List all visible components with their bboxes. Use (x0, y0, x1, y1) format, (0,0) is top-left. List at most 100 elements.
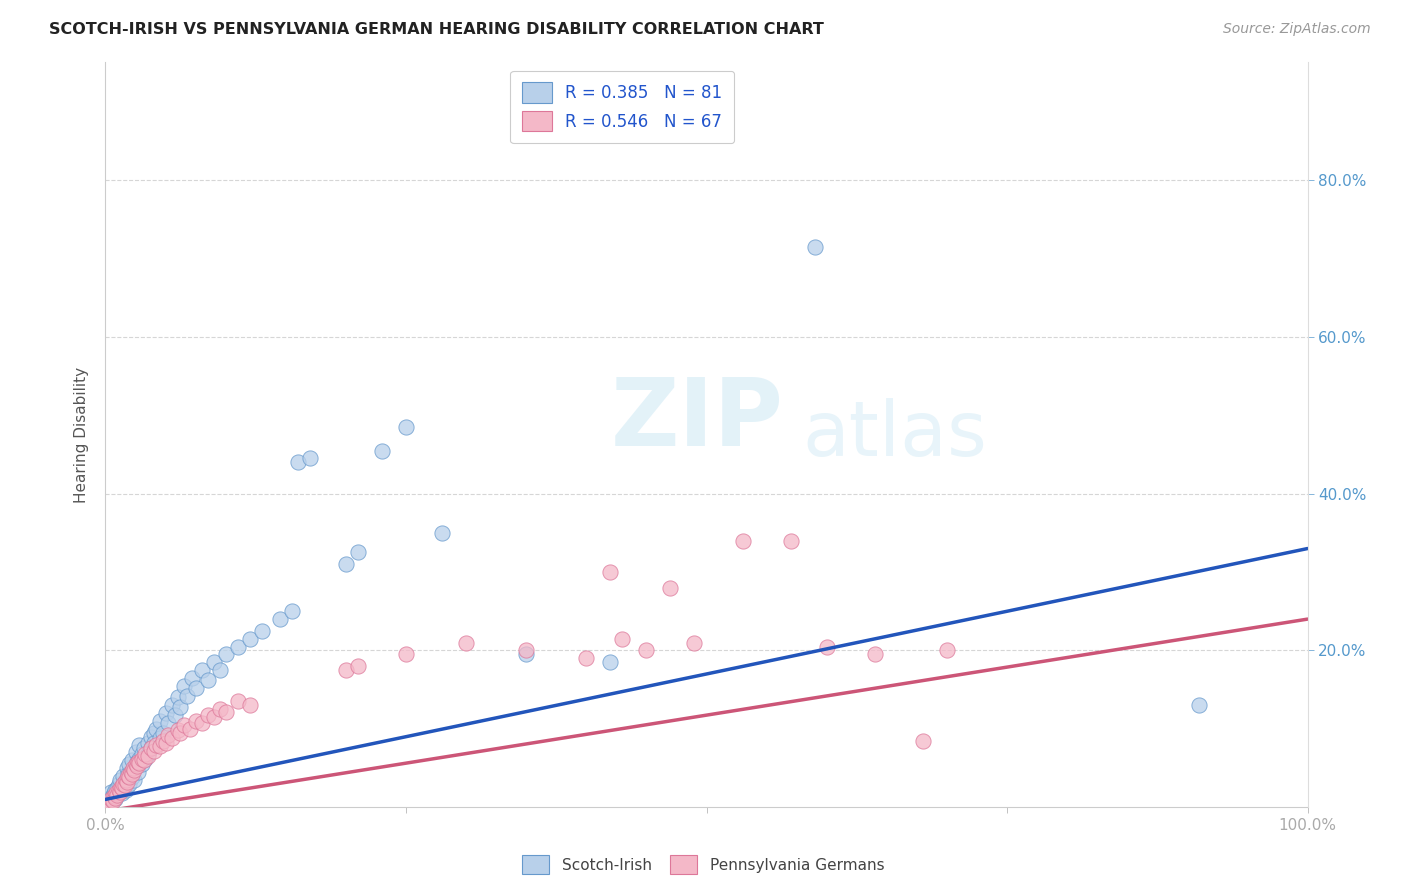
Point (124, 757, 146, 772)
Point (107, 780, 129, 795)
Point (112, 777, 135, 791)
Point (105, 786, 128, 800)
Point (181, 671, 204, 685)
Point (110, 780, 132, 794)
Point (111, 781, 134, 796)
Point (127, 755, 149, 769)
Point (134, 747, 156, 761)
Point (139, 741, 162, 756)
Point (636, 643, 658, 657)
Point (125, 755, 148, 769)
Point (166, 723, 188, 738)
Point (115, 772, 138, 787)
Point (100, 790, 122, 805)
Point (176, 689, 198, 703)
Point (166, 690, 188, 705)
Point (347, 659, 370, 673)
Point (911, 733, 934, 747)
Point (142, 744, 165, 758)
Point (128, 756, 150, 771)
Point (190, 663, 212, 677)
Point (97, 797, 120, 811)
Point (863, 648, 886, 662)
Point (599, 655, 621, 669)
Point (173, 718, 195, 732)
Point (97, 798, 120, 813)
Point (142, 726, 165, 740)
Point (115, 775, 138, 789)
Point (599, 565, 621, 579)
Point (112, 778, 135, 792)
Point (115, 761, 138, 775)
Point (190, 715, 212, 730)
Point (160, 731, 183, 746)
Point (108, 772, 131, 787)
Point (142, 736, 165, 750)
Point (104, 783, 127, 797)
Point (148, 739, 170, 753)
Point (169, 699, 191, 714)
Point (269, 612, 291, 626)
Point (100, 792, 122, 806)
Point (118, 771, 141, 785)
Point (145, 738, 167, 752)
Point (108, 784, 131, 798)
Point (139, 741, 162, 756)
Point (173, 679, 195, 693)
Point (124, 759, 146, 773)
Point (107, 788, 129, 802)
Point (132, 741, 155, 756)
Text: Source: ZipAtlas.com: Source: ZipAtlas.com (1223, 22, 1371, 37)
Point (145, 722, 167, 736)
Point (101, 789, 124, 803)
Point (515, 643, 537, 657)
Point (226, 640, 249, 654)
Point (107, 783, 129, 797)
Y-axis label: Hearing Disability: Hearing Disability (75, 367, 90, 503)
Point (121, 771, 143, 785)
Point (122, 761, 145, 775)
Point (250, 624, 273, 638)
Legend: R = 0.385   N = 81, R = 0.546   N = 67: R = 0.385 N = 81, R = 0.546 N = 67 (510, 70, 734, 143)
Point (298, 451, 321, 466)
Point (152, 733, 174, 747)
Text: atlas: atlas (803, 398, 987, 472)
Point (287, 455, 309, 469)
Point (120, 764, 142, 779)
Point (98, 792, 121, 806)
Point (197, 673, 219, 688)
Point (395, 648, 418, 662)
Point (107, 789, 129, 803)
Point (214, 705, 236, 719)
Point (115, 783, 138, 797)
Point (110, 780, 132, 795)
Point (815, 640, 838, 654)
Point (131, 757, 153, 772)
Point (134, 752, 156, 766)
Point (128, 738, 150, 752)
Legend: Scotch-Irish, Pennsylvania Germans: Scotch-Irish, Pennsylvania Germans (516, 849, 890, 880)
Point (612, 632, 634, 646)
Point (111, 786, 134, 800)
Point (118, 757, 141, 772)
Point (124, 772, 146, 787)
Point (184, 714, 207, 728)
Point (103, 789, 125, 804)
Point (202, 655, 225, 669)
Point (107, 777, 129, 791)
Point (803, 240, 825, 254)
Point (114, 778, 136, 792)
Point (100, 784, 122, 798)
Point (165, 707, 187, 722)
Point (347, 545, 370, 559)
Point (155, 736, 177, 750)
Point (152, 726, 174, 740)
Point (208, 702, 231, 716)
Point (148, 731, 170, 746)
Point (214, 648, 236, 662)
Point (184, 681, 207, 695)
Point (335, 558, 357, 572)
Point (779, 533, 801, 548)
Point (136, 736, 159, 750)
Point (114, 775, 136, 789)
